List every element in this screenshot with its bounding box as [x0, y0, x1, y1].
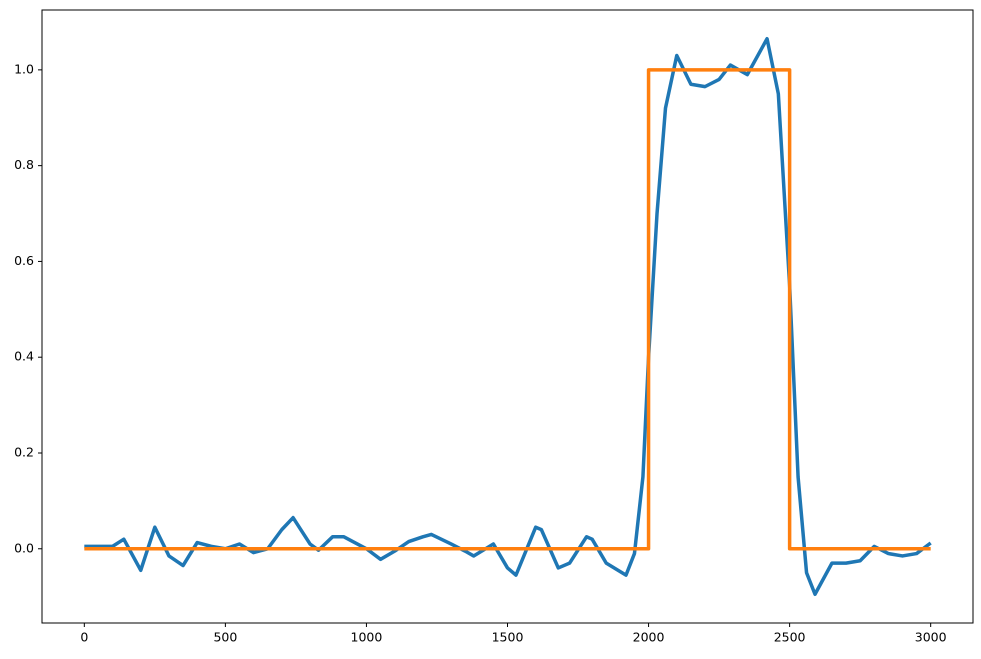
data-line — [84, 68, 931, 551]
x-tick-label: 1500 — [492, 630, 524, 645]
y-tick-label: 0.4 — [14, 349, 34, 364]
y-tick-label: 1.0 — [14, 61, 34, 76]
y-tick-label: 0.2 — [14, 444, 34, 459]
plot-frame — [41, 9, 974, 624]
x-tick-label: 0 — [80, 630, 88, 645]
x-tick-label: 1000 — [351, 630, 383, 645]
y-tick-label: 0.6 — [14, 253, 34, 268]
y-tick-label: 0.0 — [14, 540, 34, 555]
x-tick-label: 3000 — [915, 630, 947, 645]
x-tick-label: 2500 — [774, 630, 806, 645]
y-tick-label: 0.8 — [14, 157, 34, 172]
x-tick-label: 500 — [213, 630, 237, 645]
x-tick-label: 2000 — [633, 630, 665, 645]
data-line — [84, 36, 932, 597]
